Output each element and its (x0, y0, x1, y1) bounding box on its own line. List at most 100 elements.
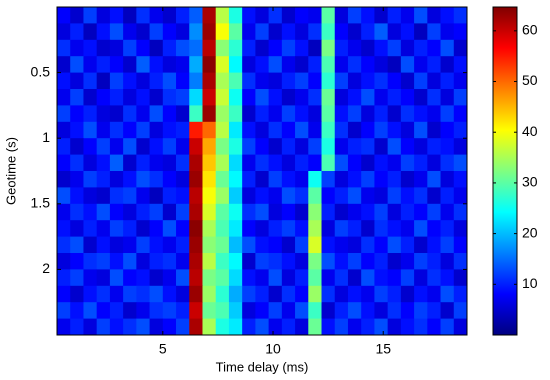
heat-cell (374, 302, 389, 319)
heat-cell (109, 171, 124, 188)
heat-cell (96, 138, 111, 155)
heat-cell (453, 154, 468, 172)
heat-cell (268, 187, 283, 205)
heat-cell (400, 39, 415, 57)
heat-cell (228, 187, 243, 205)
colorbar (492, 6, 518, 336)
heat-cell (387, 105, 402, 123)
heat-cell (202, 220, 217, 237)
heat-cell (308, 302, 322, 319)
heat-cell (281, 203, 296, 221)
x-tick-label: 15 (375, 341, 391, 357)
heat-cell (308, 220, 322, 237)
heat-cell (268, 302, 283, 319)
heat-cell (347, 7, 362, 24)
heat-cell (427, 23, 441, 41)
heat-cell (440, 203, 455, 221)
heat-cell (242, 39, 256, 57)
heat-cell (334, 236, 349, 254)
heat-cell (268, 318, 283, 336)
heat-cell (228, 171, 243, 188)
heat-cell (109, 253, 124, 270)
heat-cell (374, 269, 389, 287)
heat-cell (202, 56, 217, 73)
heat-cell (361, 253, 375, 270)
heat-cell (189, 39, 203, 57)
heat-cell (215, 203, 230, 221)
heat-cell (176, 318, 190, 336)
heat-cell (242, 105, 256, 123)
heat-cell (215, 7, 230, 24)
heat-cell (321, 56, 336, 73)
heat-cell (96, 236, 111, 254)
heat-cell (400, 171, 415, 188)
heat-cell (136, 302, 150, 319)
heat-cell (149, 285, 164, 303)
heat-cell (387, 138, 402, 155)
heat-cell (334, 302, 349, 319)
heat-cell (57, 105, 71, 123)
heat-cell (414, 253, 428, 270)
heat-cell (123, 285, 137, 303)
heat-cell (414, 121, 428, 139)
heat-cell (255, 105, 270, 123)
heat-cell (255, 285, 270, 303)
heat-cell (228, 269, 243, 287)
heat-cell (189, 203, 203, 221)
heat-cell (215, 220, 230, 237)
heat-cell (109, 203, 124, 221)
heat-cell (414, 318, 428, 336)
heat-cell (414, 7, 428, 24)
heat-cell (347, 39, 362, 57)
heat-cell (308, 56, 322, 73)
heat-cell (453, 7, 468, 24)
heat-cell (427, 89, 441, 106)
heat-cell (162, 72, 177, 90)
heat-cell (215, 154, 230, 172)
heat-cell (295, 236, 309, 254)
heat-cell (136, 171, 150, 188)
heat-cell (440, 285, 455, 303)
heat-cell (123, 302, 137, 319)
heat-cell (123, 220, 137, 237)
heat-cell (242, 302, 256, 319)
heat-cell (347, 269, 362, 287)
heat-cell (96, 187, 111, 205)
heat-cell (440, 171, 455, 188)
heat-cell (308, 171, 322, 188)
heat-cell (255, 23, 270, 41)
heat-cell (427, 138, 441, 155)
heat-cell (295, 220, 309, 237)
heat-cell (295, 72, 309, 90)
heat-cell (123, 72, 137, 90)
heat-cell (295, 105, 309, 123)
heat-cell (374, 39, 389, 57)
heat-cell (70, 121, 84, 139)
heat-cell (83, 7, 98, 24)
heat-cell (255, 72, 270, 90)
heat-cell (96, 318, 111, 336)
heat-cell (70, 187, 84, 205)
heat-cell (109, 269, 124, 287)
heat-cell (109, 23, 124, 41)
heat-cell (96, 302, 111, 319)
heat-cell (374, 121, 389, 139)
heat-cell (57, 72, 71, 90)
heat-cell (255, 39, 270, 57)
heat-cell (189, 56, 203, 73)
colorbar-tick-label: 50 (522, 72, 538, 88)
heat-cell (189, 318, 203, 336)
heat-cell (202, 72, 217, 90)
heat-cell (96, 56, 111, 73)
heat-cell (109, 302, 124, 319)
heat-cell (202, 236, 217, 254)
heat-cell (295, 89, 309, 106)
heat-cell (136, 269, 150, 287)
heat-cell (228, 138, 243, 155)
heat-cell (400, 285, 415, 303)
plot-frame (56, 6, 468, 336)
heat-cell (109, 39, 124, 57)
heat-cell (427, 187, 441, 205)
heat-cell (268, 89, 283, 106)
heat-cell (361, 154, 375, 172)
